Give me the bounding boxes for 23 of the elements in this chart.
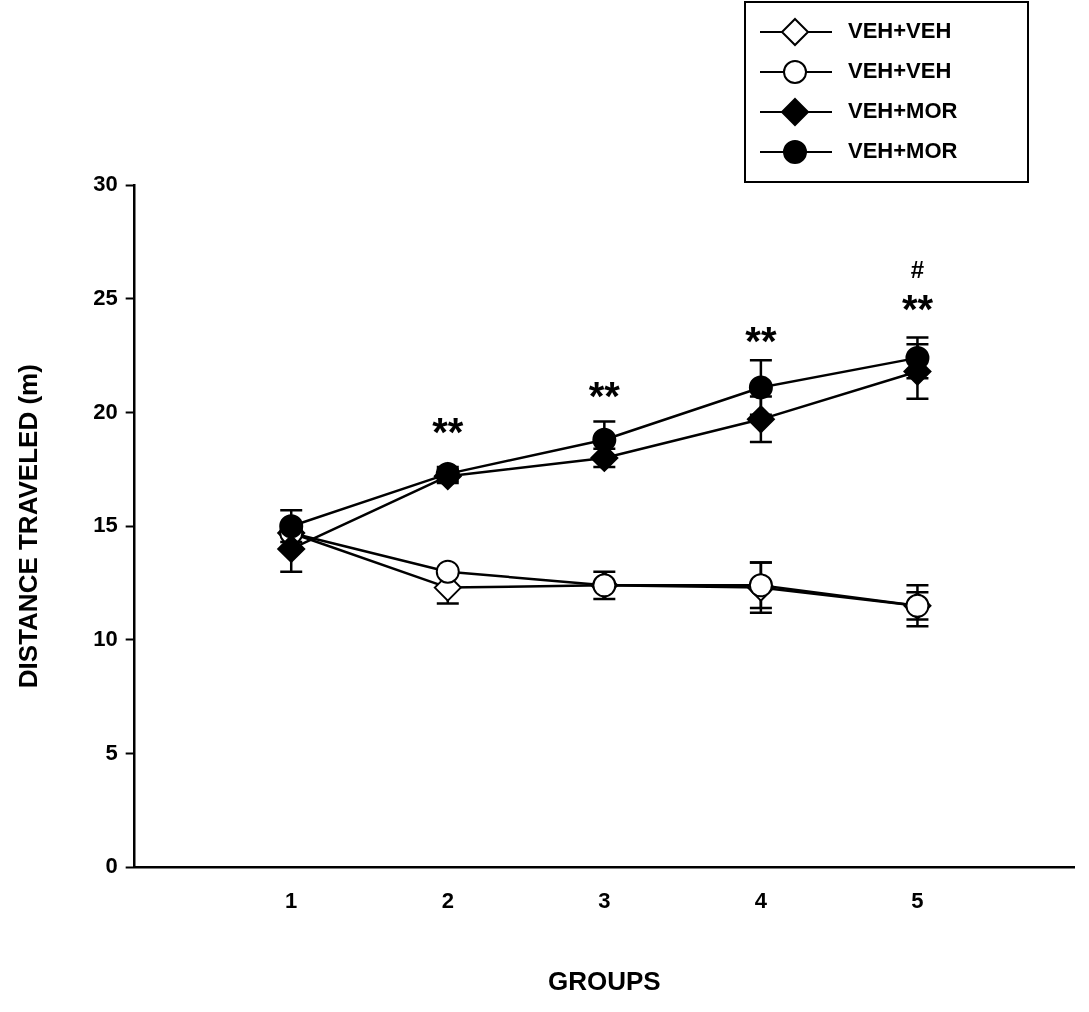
y-axis-title: DISTANCE TRAVELED (m)	[12, 364, 43, 689]
annotation: **	[745, 319, 777, 364]
x-tick-label: 3	[598, 887, 611, 913]
legend-label: VEH+MOR	[848, 98, 958, 124]
legend-label: VEH+MOR	[848, 138, 958, 164]
x-tick-label: 4	[754, 887, 768, 913]
y-tick-label: 0	[105, 853, 118, 879]
annotation: **	[901, 287, 934, 332]
y-tick-label: 20	[93, 398, 118, 424]
y-tick-label: 10	[93, 626, 118, 651]
y-tick-label: 5	[105, 739, 118, 765]
x-tick-label: 5	[911, 887, 924, 913]
y-tick-label: 30	[93, 171, 118, 197]
y-tick-label: 15	[93, 512, 118, 538]
annotation: **	[588, 373, 621, 418]
x-tick-label: 2	[441, 887, 454, 913]
legend-label: VEH+VEH	[848, 18, 952, 44]
y-tick-label: 25	[93, 284, 118, 310]
annotation: **	[432, 410, 464, 455]
x-tick-label: 1	[285, 887, 298, 913]
legend-label: VEH+VEH	[848, 58, 952, 84]
annotation: #	[910, 256, 925, 284]
x-axis-title: GROUPS	[547, 965, 661, 996]
